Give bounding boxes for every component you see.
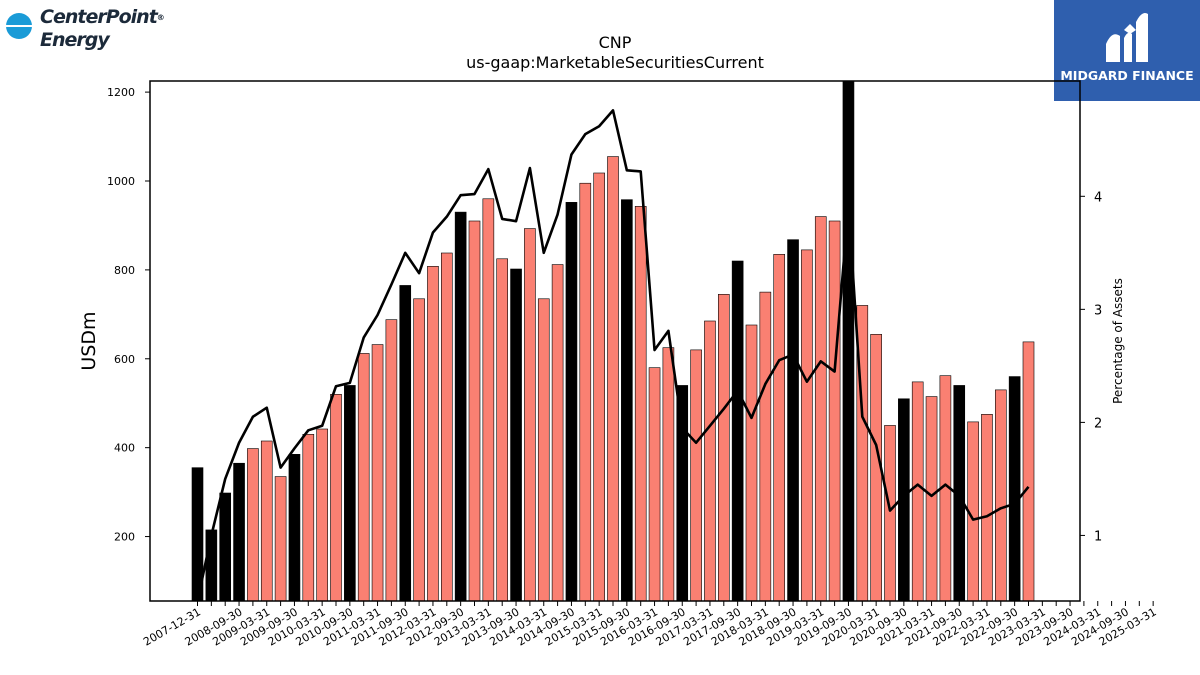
pct-of-assets-series	[196, 109, 1030, 602]
bar-2019-06-30	[828, 220, 841, 602]
bar-2014-03-31	[537, 298, 550, 602]
bar-2020-12-31	[911, 381, 924, 602]
bar-2020-06-30	[884, 425, 896, 602]
midgard-mark-icon	[1106, 13, 1148, 62]
pct-of-assets-line	[196, 109, 1030, 602]
plot-frame	[149, 80, 1081, 602]
bar-2015-09-30	[621, 199, 633, 602]
bar-2019-03-31	[814, 216, 827, 602]
y2-tick-label: 2	[1094, 416, 1102, 431]
y-tick-label: 400	[114, 442, 135, 455]
y2-tick-label: 3	[1094, 303, 1102, 318]
bar-2022-09-30	[1008, 376, 1021, 602]
y2-axis-label: Percentage of Assets	[1111, 278, 1125, 404]
bar-2018-03-31	[759, 291, 772, 602]
bar-2013-03-31	[482, 198, 495, 602]
bar-2012-03-31	[427, 266, 439, 602]
bar-2015-12-31	[634, 206, 647, 602]
bar-2010-06-30	[330, 394, 342, 602]
bar-2012-09-30	[454, 211, 467, 602]
bar-2009-09-30	[288, 454, 301, 602]
bar-2011-06-30	[385, 319, 398, 602]
bar-2017-06-30	[717, 294, 730, 602]
bar-2012-06-30	[440, 252, 453, 602]
bar-2019-09-30	[842, 80, 855, 602]
bar-2016-06-30	[662, 347, 675, 602]
bar-2016-09-30	[676, 385, 689, 602]
chart-subtitle: us-gaap:MarketableSecuritiesCurrent	[466, 53, 764, 72]
y-tick-label: 800	[114, 264, 135, 277]
bar-2022-12-31	[1022, 341, 1035, 602]
bar-2011-12-31	[413, 298, 425, 602]
y-tick-label: 1200	[107, 86, 135, 99]
y-tick-label: 200	[114, 531, 135, 544]
bar-2012-12-31	[468, 220, 481, 602]
centerpoint-energy-logo: CenterPoint® Energy	[4, 4, 165, 54]
centerpoint-wordmark: CenterPoint® Energy	[40, 6, 165, 51]
bar-2017-12-31	[745, 324, 758, 602]
bar-2010-03-31	[316, 428, 328, 602]
bar-2021-03-31	[925, 396, 938, 602]
bar-2011-03-31	[371, 344, 384, 602]
bar-2016-12-31	[690, 349, 702, 602]
y-tick-label: 600	[114, 353, 135, 366]
centerpoint-globe-icon	[6, 13, 38, 39]
y2-tick-label: 4	[1094, 190, 1102, 205]
bar-2015-06-30	[607, 156, 619, 602]
bar-2008-06-30	[219, 492, 231, 602]
bar-2010-09-30	[344, 385, 356, 602]
bar-series	[191, 80, 1035, 602]
y2-axis: 1 2 3 4	[1080, 190, 1102, 544]
y2-tick-label: 1	[1094, 529, 1102, 544]
bar-2014-09-30	[565, 202, 578, 602]
bar-2008-09-30	[233, 462, 245, 602]
bar-2018-12-31	[801, 249, 813, 602]
midgard-finance-logo: MIDGARD FINANCE	[1054, 0, 1200, 101]
bar-2010-12-31	[357, 353, 370, 602]
bar-2018-06-30	[773, 254, 786, 602]
bar-2009-06-30	[274, 476, 287, 602]
bar-2011-09-30	[399, 285, 412, 602]
y-tick-label: 1000	[107, 175, 135, 188]
bar-2022-06-30	[994, 389, 1007, 602]
bar-2016-03-31	[648, 367, 661, 602]
bar-2013-12-31	[524, 228, 536, 602]
x-axis: 2007-12-312008-09-302009-03-312009-09-30…	[141, 601, 1159, 649]
bar-2008-12-31	[247, 448, 259, 602]
bar-2018-09-30	[787, 239, 799, 602]
midgard-finance-wordmark: MIDGARD FINANCE	[1060, 68, 1194, 83]
bar-2009-12-31	[302, 434, 315, 602]
y-axis-label: USDm	[78, 311, 100, 370]
bar-2022-03-31	[981, 414, 993, 602]
bar-2017-03-31	[704, 320, 716, 602]
y-axis: 200 400 600 800 1000 1200	[107, 86, 150, 544]
bar-2014-12-31	[579, 182, 592, 602]
chart-title: CNP	[599, 33, 632, 52]
bar-2014-06-30	[551, 264, 564, 602]
bar-2017-09-30	[731, 260, 744, 602]
bar-2013-09-30	[510, 268, 522, 602]
bar-2013-06-30	[496, 258, 509, 602]
bar-2009-03-31	[260, 440, 273, 602]
bar-2015-03-31	[593, 172, 605, 602]
